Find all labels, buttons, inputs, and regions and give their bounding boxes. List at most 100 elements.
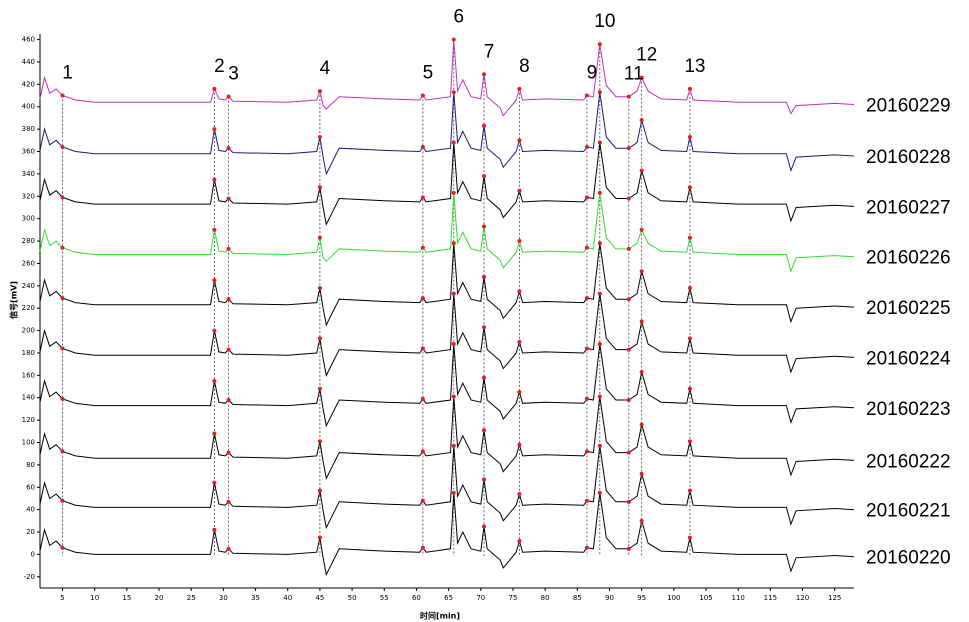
peak-dot	[212, 431, 217, 436]
trace	[39, 343, 855, 428]
peak-dot	[482, 428, 486, 433]
peak-dot	[451, 37, 456, 42]
peak-dot	[482, 477, 486, 482]
peak-dot	[420, 145, 425, 150]
peak-dot	[226, 397, 231, 402]
peak-dot	[482, 174, 486, 179]
y-tick-label: 180	[22, 349, 35, 357]
series-label: 20160221	[866, 501, 951, 522]
peak-dot	[687, 235, 692, 240]
peak-dot	[626, 297, 631, 302]
peak-label: 11	[624, 64, 644, 85]
peak-dot	[420, 545, 425, 550]
peak-dot	[451, 490, 456, 495]
peak-dot	[60, 498, 65, 503]
peak-dot	[226, 246, 231, 251]
peak-dot	[639, 369, 644, 374]
y-tick-label: 360	[22, 148, 35, 156]
peak-dot	[687, 86, 692, 91]
peak-dot	[420, 396, 425, 401]
peak-label: 8	[519, 56, 530, 77]
y-tick-label: 400	[22, 103, 35, 111]
peak-dot	[420, 449, 425, 454]
x-tick-label: 115	[764, 594, 777, 602]
peak-dot	[584, 449, 589, 454]
peak-dot	[482, 123, 486, 128]
peak-dot	[517, 86, 522, 91]
peak-dot	[517, 339, 522, 344]
peak-dot	[420, 195, 425, 200]
peak-dot	[226, 347, 231, 352]
peak-dot	[212, 86, 217, 91]
peak-dot	[687, 386, 692, 391]
y-tick-label: 380	[22, 125, 35, 133]
peak-dot	[451, 190, 456, 195]
peak-dot	[317, 134, 322, 139]
peak-dot	[60, 93, 65, 98]
peak-dot	[226, 196, 231, 201]
peak-dot	[226, 499, 231, 504]
peak-dot	[226, 450, 231, 455]
peak-dot	[212, 227, 217, 232]
peak-dot	[420, 296, 425, 301]
peak-dot	[317, 535, 322, 540]
peak-dot	[212, 127, 217, 132]
peak-dot	[517, 538, 522, 543]
peak-dot	[451, 342, 456, 347]
peak-dot	[639, 118, 644, 123]
x-axis-title: 时间[min]	[420, 611, 460, 621]
peak-dot	[212, 378, 217, 383]
peak-dot	[60, 545, 65, 550]
peak-dot	[687, 185, 692, 190]
y-tick-label: 160	[22, 371, 35, 379]
peak-dot	[226, 546, 231, 551]
y-tick-label: 20	[26, 528, 35, 536]
peak-dot	[482, 524, 486, 529]
x-tick-label: 25	[187, 594, 196, 602]
trace	[39, 396, 855, 480]
trace	[39, 142, 855, 226]
peak-dot	[597, 490, 602, 495]
series-label: 20160229	[866, 96, 951, 117]
peak-dot	[517, 442, 522, 447]
y-tick-label: 240	[22, 282, 35, 290]
peak-dot	[584, 145, 589, 150]
x-tick-label: 45	[315, 594, 324, 602]
peak-dot	[451, 241, 456, 246]
peak-dot	[420, 245, 425, 250]
peak-label: 6	[453, 7, 464, 28]
x-tick-label: 125	[828, 594, 841, 602]
peak-dot	[317, 89, 322, 94]
trace	[39, 39, 855, 117]
peak-dot	[687, 336, 692, 341]
peak-dot	[226, 146, 231, 151]
y-tick-label: 440	[22, 58, 35, 66]
peak-dot	[60, 449, 65, 454]
y-tick-label: 80	[26, 461, 35, 469]
peak-dot	[687, 488, 692, 493]
peak-dot	[584, 195, 589, 200]
peak-label: 9	[587, 63, 598, 84]
peak-dot	[420, 498, 425, 503]
y-tick-label: 280	[22, 237, 35, 245]
peak-dot	[226, 297, 231, 302]
x-tick-label: 5	[60, 594, 64, 602]
y-tick-label: 300	[22, 215, 35, 223]
peak-dot	[639, 75, 644, 80]
peak-label: 3	[228, 64, 239, 85]
peak-dot	[626, 397, 631, 402]
peak-dot	[212, 527, 217, 532]
peak-dot	[687, 286, 692, 291]
peak-dot	[212, 328, 217, 333]
x-tick-label: 60	[412, 594, 421, 602]
peak-label: 12	[636, 45, 657, 66]
peak-dot	[451, 443, 456, 448]
peak-dot	[597, 443, 602, 448]
x-tick-label: 105	[699, 594, 712, 602]
peak-dot	[597, 140, 602, 145]
peak-dot	[597, 394, 602, 399]
peak-dot	[482, 274, 486, 279]
peak-dot	[517, 239, 522, 244]
x-tick-label: 10	[90, 594, 99, 602]
peak-dot	[584, 396, 589, 401]
